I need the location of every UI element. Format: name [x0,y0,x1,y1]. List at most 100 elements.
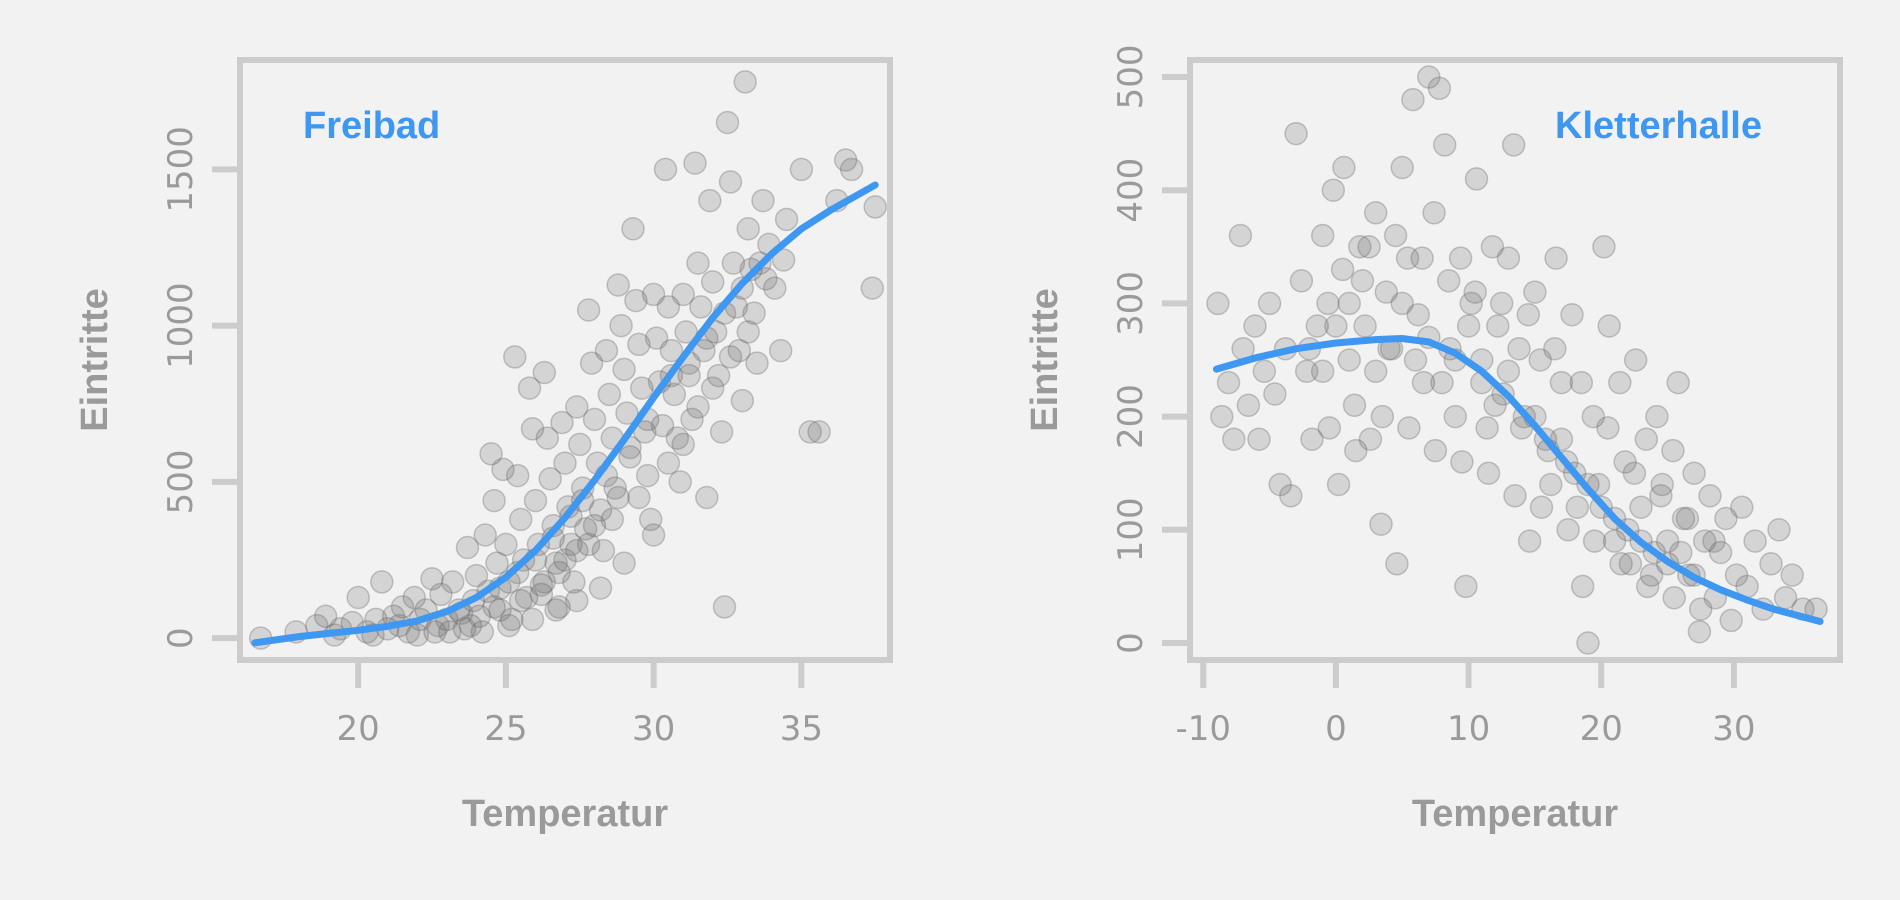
data-point [698,188,722,213]
data-point [1724,563,1749,587]
x-tick-label: 30 [1712,709,1755,749]
data-point [860,276,885,300]
data-point [1390,291,1414,316]
data-point [621,217,645,241]
data-point [565,588,589,613]
panel-title: Kletterhalle [1555,105,1762,147]
data-point [1565,495,1590,519]
data-point [550,410,574,435]
data-point [1661,438,1685,463]
data-point [458,613,483,638]
data-point [1688,597,1713,621]
trend-curve [1213,334,1824,625]
data-point [1406,302,1430,327]
data-point [668,470,692,494]
data-point [1410,246,1434,270]
data-point [1236,393,1261,418]
data-point [1370,404,1395,429]
x-axis-label: Temperatur [1412,793,1618,835]
data-point [1675,506,1700,531]
data-point [573,517,598,541]
data-point [1448,246,1473,270]
data-point [1582,529,1607,553]
data-point [1549,370,1574,395]
data-point [709,420,734,444]
data-point [494,532,518,557]
data-point [1489,291,1514,316]
data-point [1427,76,1452,101]
x-tick-label: 25 [484,709,527,749]
data-point [438,620,462,644]
data-point [751,188,775,213]
data-point [1476,461,1501,485]
data-point [736,217,760,241]
data-point [1216,370,1241,395]
data-point [1669,540,1693,565]
data-point [313,604,338,629]
data-point [588,498,613,522]
y-tick-label: 300 [1111,271,1151,336]
data-point [1682,461,1706,485]
data-point [718,170,743,194]
data-point [1503,484,1527,508]
data-point [1289,269,1314,293]
data-point [1767,518,1791,542]
data-point [597,382,622,407]
data-point [1395,246,1420,270]
data-point [1432,133,1457,157]
data-point [1463,280,1487,304]
data-point [627,332,651,357]
data-point [630,376,654,400]
y-tick-label: 500 [1111,45,1151,110]
data-point [1635,574,1660,599]
data-point [1650,472,1674,497]
x-tick-label: 20 [1580,709,1623,749]
data-point [1560,302,1584,327]
data-point [1342,393,1367,418]
data-point [1639,563,1664,587]
data-point [591,538,616,563]
data-point [763,276,787,300]
data-point [1623,348,1648,372]
data-point [1310,223,1335,248]
data-point [1436,269,1461,293]
data-point [1666,370,1690,395]
data-point [609,313,633,338]
data-point [1730,495,1754,519]
data-point [1222,427,1246,451]
data-point [1363,359,1388,384]
data-point [680,407,704,432]
x-tick-label: 20 [337,709,380,749]
data-point [1496,359,1521,384]
data-point [1423,438,1448,463]
data-point [544,598,568,622]
data-point [1353,314,1377,338]
data-point [745,351,769,375]
data-point [1780,563,1804,587]
data-point [671,282,695,307]
data-point [603,476,627,500]
data-point [1417,65,1441,89]
data-point [771,248,796,272]
data-point [470,620,495,644]
data-point [600,507,625,532]
data-point [565,395,589,419]
data-point [1556,518,1580,542]
data-point [1383,223,1408,248]
data-point [1324,314,1348,338]
data-point [624,288,648,313]
data-point [588,576,613,600]
data-point [532,570,557,594]
data-point [1698,484,1722,508]
data-point [1422,201,1446,225]
data-point [405,623,430,647]
data-point [736,320,760,344]
data-point [529,573,554,597]
data-point [1634,427,1659,451]
data-point [1529,495,1554,519]
data-point [1363,201,1388,225]
data-point [730,388,755,413]
x-axis-label: Temperatur [462,793,668,835]
data-point [1486,314,1510,338]
